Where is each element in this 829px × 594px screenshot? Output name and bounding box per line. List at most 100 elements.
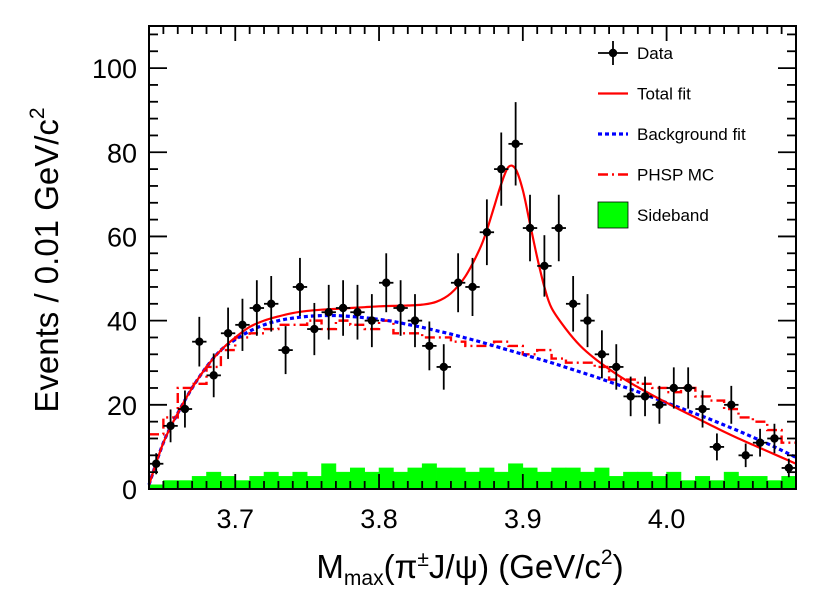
sideband-bin — [666, 471, 682, 490]
y-axis-ticks: 0 20 40 60 80 100 — [92, 33, 796, 505]
data-point — [278, 326, 293, 375]
sideband-bin — [421, 463, 437, 490]
data-point — [680, 367, 696, 409]
legend-data-marker — [608, 48, 618, 58]
sideband-bin — [651, 476, 667, 490]
legend-item: Background fit — [598, 125, 746, 144]
data-point — [767, 423, 782, 454]
data-marker — [741, 451, 750, 460]
legend-sideband-swatch — [597, 201, 629, 229]
plot-frame — [148, 25, 797, 490]
sideband-bin — [536, 471, 552, 490]
data-marker — [511, 139, 520, 149]
sideband-bin — [551, 467, 567, 490]
data-marker — [295, 282, 305, 292]
y-tick-label: 20 — [107, 391, 137, 421]
data-point — [163, 409, 178, 443]
data-point — [752, 428, 768, 457]
sideband-bin — [335, 471, 351, 490]
y-tick-label: 40 — [107, 307, 137, 337]
sideband-bin — [407, 467, 423, 490]
data-point — [479, 199, 495, 266]
sideband-bin — [163, 480, 179, 490]
data-point — [393, 280, 408, 336]
sideband-bin — [781, 476, 797, 490]
background-fit-line — [147, 313, 797, 486]
data-marker — [367, 316, 377, 325]
data-marker — [310, 324, 319, 334]
data-marker — [755, 438, 765, 447]
data-point — [206, 353, 221, 398]
data-marker — [712, 442, 722, 452]
data-marker — [151, 459, 161, 468]
data-point — [450, 253, 466, 313]
data-point — [264, 276, 279, 332]
legend-item: Total fit — [598, 85, 691, 104]
data-marker — [683, 383, 693, 393]
data-marker — [353, 308, 362, 317]
data-marker — [640, 392, 650, 401]
data-marker — [223, 329, 233, 338]
data-marker — [655, 400, 664, 410]
data-point — [149, 453, 164, 475]
data-point — [307, 302, 322, 356]
y-tick-label: 80 — [107, 138, 137, 168]
data-point — [594, 330, 610, 379]
x-tick-label: 3.9 — [504, 504, 542, 534]
sideband-bin — [580, 471, 596, 490]
sideband-bin — [249, 476, 265, 490]
sideband-bin — [623, 471, 639, 490]
data-marker — [525, 223, 535, 233]
data-point — [695, 390, 710, 428]
total-fit-curve — [147, 164, 797, 486]
data-marker — [396, 303, 405, 313]
data-point — [637, 376, 653, 417]
sideband-bin — [234, 480, 250, 490]
sideband-bin — [522, 467, 538, 490]
data-point — [321, 284, 336, 340]
legend-label: Total fit — [637, 85, 691, 104]
sideband-bin — [695, 476, 711, 490]
legend-item: PHSP MC — [598, 166, 714, 185]
legend-item: Sideband — [597, 201, 709, 229]
data-point — [364, 294, 380, 348]
data-point — [738, 443, 753, 468]
sideband-bin — [263, 471, 279, 490]
data-marker — [252, 303, 262, 313]
data-point — [580, 294, 595, 348]
legend-item: Data — [598, 41, 673, 65]
data-marker — [568, 299, 578, 308]
sideband-bin — [479, 467, 495, 490]
sideband-bin — [349, 467, 365, 490]
background-fit-curve — [147, 313, 797, 486]
data-point — [379, 253, 394, 313]
data-marker — [338, 303, 348, 313]
data-points — [149, 102, 796, 478]
x-tick-label: 4.0 — [648, 504, 686, 534]
sideband-bin — [508, 463, 524, 490]
sideband-bin — [364, 471, 380, 490]
phsp-mc-line — [149, 319, 796, 444]
data-point — [724, 385, 739, 424]
data-marker — [209, 371, 218, 380]
data-marker — [540, 261, 549, 271]
data-marker — [439, 362, 448, 372]
data-point — [494, 132, 509, 206]
data-point — [551, 194, 566, 262]
sideband-bin — [278, 476, 294, 490]
data-marker — [180, 404, 190, 414]
data-marker — [583, 316, 592, 325]
sideband-bin — [565, 467, 581, 490]
data-marker — [770, 434, 779, 443]
data-marker — [324, 308, 333, 317]
data-marker — [195, 337, 204, 346]
sideband-bin — [594, 467, 610, 490]
data-marker — [238, 320, 247, 330]
phsp-mc-curve — [149, 319, 796, 444]
data-point — [565, 276, 581, 332]
y-tick-label: 100 — [92, 54, 137, 84]
data-point — [709, 433, 725, 461]
data-point — [292, 257, 308, 317]
data-marker — [626, 392, 635, 401]
